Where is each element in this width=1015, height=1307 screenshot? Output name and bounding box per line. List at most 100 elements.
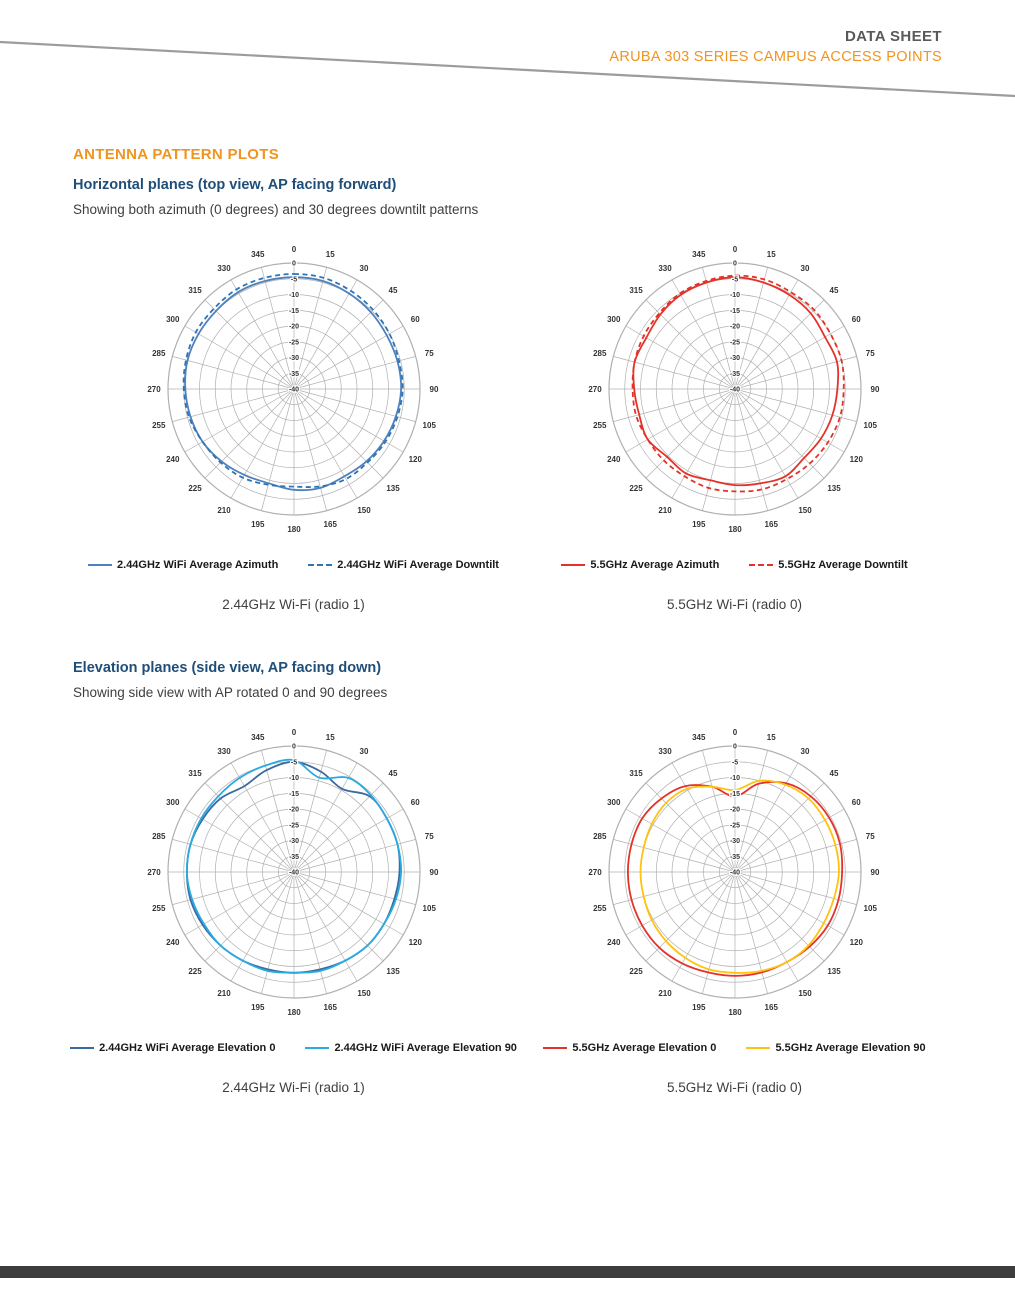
- angle-tick-label: 300: [607, 315, 621, 324]
- angle-tick-label: 255: [593, 904, 607, 913]
- angle-tick-label: 210: [217, 989, 231, 998]
- angle-tick-label: 195: [251, 1003, 265, 1012]
- angle-tick-label: 15: [766, 250, 775, 259]
- radial-tick-label: -25: [288, 339, 298, 346]
- angle-tick-label: 270: [147, 868, 161, 877]
- series-curve: [626, 781, 843, 977]
- angle-tick-label: 180: [287, 1008, 301, 1017]
- subsection-description-horizontal: Showing both azimuth (0 degrees) and 30 …: [73, 202, 479, 217]
- angle-tick-label: 135: [386, 967, 400, 976]
- legend-label: 5.5GHz Average Elevation 90: [775, 1042, 926, 1054]
- angle-tick-label: 90: [429, 868, 438, 877]
- angle-tick-label: 120: [849, 938, 863, 947]
- angle-tick-label: 75: [865, 832, 874, 841]
- angle-tick-label: 315: [629, 769, 643, 778]
- angle-tick-label: 90: [870, 385, 879, 394]
- legend-line-sample: [543, 1047, 568, 1049]
- header-subtitle: ARUBA 303 SERIES CAMPUS ACCESS POINTS: [609, 49, 942, 65]
- radial-tick-label: -30: [288, 838, 298, 845]
- chart-caption: 5.5GHz Wi-Fi (radio 0): [666, 597, 803, 612]
- angle-tick-label: 0: [732, 245, 737, 254]
- polar-chart-55ghz-horizontal: 0 15 30 45 60 75 90 105 120 135 150 165 180 195 210 225…: [588, 245, 880, 534]
- radial-tick-label: -25: [729, 822, 739, 829]
- angle-tick-label: 345: [251, 250, 265, 259]
- footer-bar: [0, 1266, 1015, 1278]
- angle-tick-label: 330: [217, 264, 231, 273]
- angle-tick-label: 210: [217, 506, 231, 515]
- radial-tick-label: -25: [288, 822, 298, 829]
- radial-tick-label: -5: [731, 276, 737, 283]
- angle-tick-label: 225: [188, 967, 202, 976]
- radial-tick-label: -30: [729, 355, 739, 362]
- radial-tick-label: 0: [733, 744, 737, 751]
- chart-caption: 2.44GHz Wi-Fi (radio 1): [222, 1080, 365, 1095]
- angle-tick-label: 75: [424, 349, 433, 358]
- angle-tick-label: 240: [607, 938, 621, 947]
- angle-tick-label: 45: [829, 769, 838, 778]
- polar-chart-244ghz-elevation: 0 15 30 45 60 75 90 105 120 135 150 165 180 195 210 225…: [147, 728, 439, 1017]
- angle-tick-label: 90: [870, 868, 879, 877]
- angle-tick-label: 195: [692, 520, 706, 529]
- legend-line-sample: [308, 564, 333, 566]
- angle-tick-label: 45: [388, 769, 397, 778]
- angle-tick-label: 135: [386, 484, 400, 493]
- angle-tick-label: 60: [851, 315, 860, 324]
- angle-tick-label: 45: [829, 286, 838, 295]
- angle-tick-label: 210: [658, 989, 672, 998]
- radial-tick-label: -10: [729, 775, 739, 782]
- chart-caption: 2.44GHz Wi-Fi (radio 1): [222, 597, 365, 612]
- legend-line-sample: [305, 1047, 330, 1049]
- angle-tick-label: 315: [188, 286, 202, 295]
- angle-tick-label: 180: [287, 525, 301, 534]
- radial-tick-label: -15: [288, 791, 298, 798]
- radial-tick-label: -35: [729, 854, 739, 861]
- chart-legend: 5.5GHz Average Azimuth 5.5GHz Average Dow…: [561, 559, 908, 571]
- angle-tick-label: 15: [766, 733, 775, 742]
- angle-tick-label: 105: [863, 421, 877, 430]
- charts-row-horizontal: 0 15 30 45 60 75 90 105 120 135 150 165 180 195 210 225…: [73, 229, 955, 612]
- legend-line-sample: [88, 564, 113, 566]
- angle-tick-label: 270: [147, 385, 161, 394]
- radial-tick-label: -15: [729, 791, 739, 798]
- angle-tick-label: 195: [251, 520, 265, 529]
- angle-tick-label: 225: [629, 484, 643, 493]
- angle-tick-label: 150: [798, 989, 812, 998]
- angle-tick-label: 150: [798, 506, 812, 515]
- angle-tick-label: 30: [359, 747, 368, 756]
- legend-label: 2.44GHz WiFi Average Elevation 90: [334, 1042, 517, 1054]
- angle-tick-label: 180: [728, 525, 742, 534]
- angle-tick-label: 210: [658, 506, 672, 515]
- radial-tick-label: -30: [729, 838, 739, 845]
- angle-tick-label: 90: [429, 385, 438, 394]
- subsection-heading-elevation: Elevation planes (side view, AP facing d…: [73, 660, 382, 676]
- angle-tick-label: 0: [291, 728, 296, 737]
- angle-tick-label: 60: [851, 798, 860, 807]
- radial-tick-label: 0: [733, 261, 737, 268]
- angle-tick-label: 240: [166, 938, 180, 947]
- angle-tick-label: 15: [325, 733, 334, 742]
- radial-tick-label: -20: [288, 324, 298, 331]
- angle-tick-label: 120: [408, 938, 422, 947]
- legend-item: 5.5GHz Average Elevation 90: [746, 1042, 926, 1054]
- radial-tick-label: -10: [729, 292, 739, 299]
- legend-line-sample: [561, 564, 586, 566]
- angle-tick-label: 330: [217, 747, 231, 756]
- radial-tick-label: 0: [292, 744, 296, 751]
- angle-tick-label: 300: [166, 798, 180, 807]
- angle-tick-label: 225: [188, 484, 202, 493]
- angle-tick-label: 300: [166, 315, 180, 324]
- radial-tick-label: -15: [288, 308, 298, 315]
- legend-item: 2.44GHz WiFi Average Elevation 0: [70, 1042, 275, 1054]
- legend-label: 5.5GHz Average Elevation 0: [572, 1042, 717, 1054]
- angle-tick-label: 30: [800, 747, 809, 756]
- series-curve: [182, 273, 404, 488]
- angle-tick-label: 120: [408, 455, 422, 464]
- polar-chart-244ghz-horizontal: 0 15 30 45 60 75 90 105 120 135 150 165 180 195 210 225…: [147, 245, 439, 534]
- legend-item: 5.5GHz Average Elevation 0: [543, 1042, 716, 1054]
- angle-tick-label: 255: [152, 421, 166, 430]
- angle-tick-label: 60: [410, 315, 419, 324]
- angle-tick-label: 345: [251, 733, 265, 742]
- legend-label: 5.5GHz Average Azimuth: [590, 559, 720, 571]
- angle-tick-label: 345: [692, 250, 706, 259]
- legend-label: 5.5GHz Average Downtilt: [778, 559, 908, 571]
